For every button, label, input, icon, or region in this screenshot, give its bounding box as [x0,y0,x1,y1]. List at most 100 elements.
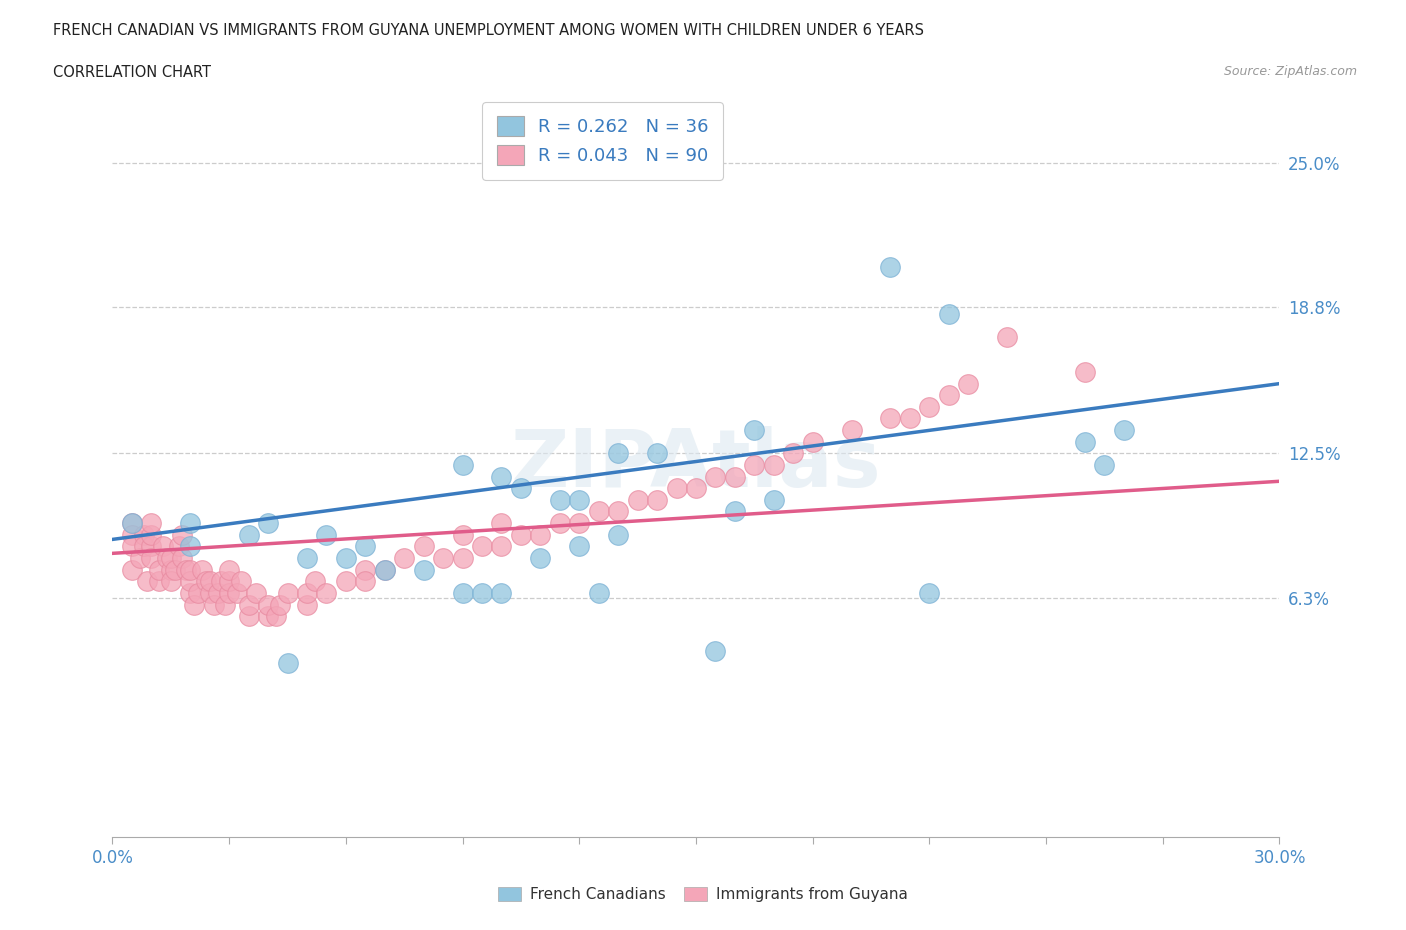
Point [957,377,980,392]
Point [374,562,396,577]
Point [1074,434,1097,449]
Point [160,551,183,565]
Point [568,493,591,508]
Point [742,423,765,438]
Point [412,539,434,554]
Point [218,586,240,601]
Point [179,586,201,601]
Point [141,551,163,565]
Point [238,609,260,624]
Point [509,481,531,496]
Point [121,516,143,531]
Point [392,551,416,565]
Point [226,586,249,601]
Point [548,516,571,531]
Point [315,586,337,601]
Point [548,493,571,508]
Point [645,446,668,461]
Point [198,574,221,589]
Point [938,388,960,403]
Point [995,330,1018,345]
Point [451,551,474,565]
Point [1074,365,1097,379]
Point [179,574,201,589]
Point [801,434,824,449]
Point [704,644,727,658]
Point [412,562,434,577]
Point [214,597,236,612]
Point [202,597,225,612]
Point [152,539,174,554]
Point [742,458,765,472]
Point [295,551,318,565]
Point [451,458,474,472]
Point [264,609,287,624]
Point [218,562,240,577]
Point [276,586,298,601]
Point [141,539,163,554]
Point [879,260,901,275]
Point [238,527,260,542]
Point [121,527,143,542]
Point [257,609,280,624]
Point [607,446,630,461]
Point [160,562,183,577]
Point [148,562,170,577]
Point [172,527,194,542]
Point [295,586,318,601]
Point [704,470,727,485]
Point [724,504,747,519]
Point [879,411,901,426]
Point [209,574,232,589]
Point [451,586,474,601]
Point [491,516,513,531]
Point [918,586,941,601]
Point [141,516,163,531]
Point [128,551,150,565]
Point [179,516,201,531]
Point [471,586,494,601]
Point [1112,423,1135,438]
Legend: R = 0.262   N = 36, R = 0.043   N = 90: R = 0.262 N = 36, R = 0.043 N = 90 [482,102,723,179]
Point [121,516,143,531]
Point [509,527,531,542]
Point [491,539,513,554]
Point [229,574,252,589]
Point [645,493,668,508]
Point [491,470,513,485]
Text: CORRELATION CHART: CORRELATION CHART [53,65,211,80]
Point [183,597,205,612]
Point [724,470,747,485]
Point [918,400,941,415]
Point [257,516,280,531]
Point [194,574,217,589]
Point [269,597,291,612]
Point [160,574,183,589]
Point [432,551,454,565]
Point [163,562,186,577]
Point [187,586,209,601]
Point [132,539,155,554]
Point [295,597,318,612]
Point [121,562,143,577]
Point [354,574,377,589]
Text: FRENCH CANADIAN VS IMMIGRANTS FROM GUYANA UNEMPLOYMENT AMONG WOMEN WITH CHILDREN: FRENCH CANADIAN VS IMMIGRANTS FROM GUYAN… [53,23,924,38]
Point [627,493,650,508]
Point [471,539,494,554]
Point [176,562,198,577]
Point [132,527,155,542]
Point [172,551,194,565]
Text: ZIPAtlas: ZIPAtlas [510,426,882,504]
Point [762,458,785,472]
Point [148,574,170,589]
Point [315,527,337,542]
Point [335,574,357,589]
Point [121,539,143,554]
Point [685,481,707,496]
Point [374,562,396,577]
Point [167,539,190,554]
Point [179,539,201,554]
Point [491,586,513,601]
Point [762,493,785,508]
Point [782,446,804,461]
